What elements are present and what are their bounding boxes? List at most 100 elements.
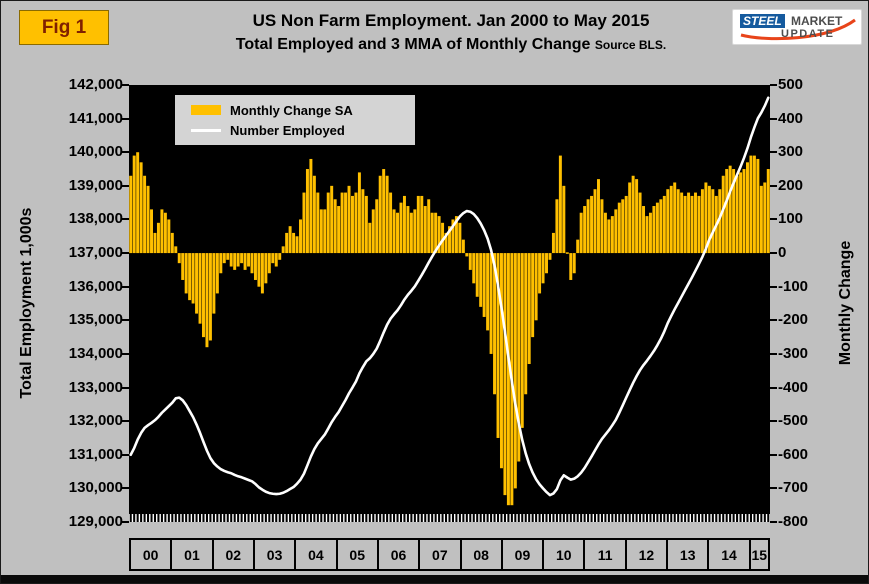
bar-monthly-change bbox=[659, 199, 663, 254]
bar-monthly-change bbox=[202, 253, 205, 338]
bar-monthly-change bbox=[558, 155, 562, 254]
bar-monthly-change bbox=[170, 232, 174, 254]
right-axis-tick-label: 200 bbox=[778, 176, 804, 194]
bar-monthly-change bbox=[333, 199, 337, 254]
left-axis-tickmark bbox=[122, 117, 129, 120]
bar-monthly-change bbox=[143, 175, 147, 254]
bar-monthly-change bbox=[250, 253, 254, 274]
left-axis-tickmark bbox=[122, 487, 129, 490]
bar-monthly-change bbox=[129, 175, 133, 254]
logo-text-line1: STEEL MARKET bbox=[740, 14, 842, 28]
bar-monthly-change bbox=[603, 212, 607, 254]
bar-monthly-change bbox=[593, 189, 597, 254]
bar-monthly-change bbox=[479, 253, 483, 307]
chart-title-block: US Non Farm Employment. Jan 2000 to May … bbox=[151, 11, 751, 54]
left-axis-tickmark bbox=[122, 319, 129, 322]
bar-monthly-change bbox=[385, 175, 389, 254]
bar-monthly-change bbox=[631, 175, 635, 254]
bar-monthly-change bbox=[562, 185, 566, 254]
bar-monthly-change bbox=[621, 199, 625, 254]
left-axis-tickmark bbox=[122, 521, 129, 523]
legend-label-number-employed: Number Employed bbox=[230, 122, 345, 138]
right-axis-tick-label: -600 bbox=[778, 445, 809, 463]
legend-item-monthly-change: Monthly Change SA bbox=[175, 103, 415, 118]
bar-monthly-change bbox=[264, 253, 268, 284]
bar-monthly-change bbox=[690, 195, 694, 254]
bar-monthly-change bbox=[614, 209, 618, 254]
x-axis-year-strip: 00 01 02 03 04 05 06 07 08 09 10 11 12 13 14 15 bbox=[129, 538, 770, 571]
left-axis-tick-label: 129,000 bbox=[68, 513, 123, 530]
bar-monthly-change bbox=[555, 199, 559, 254]
bar-monthly-change bbox=[572, 253, 576, 274]
bar-monthly-change bbox=[482, 253, 486, 317]
right-axis-title: Monthly Change bbox=[837, 240, 854, 366]
bar-monthly-change bbox=[565, 252, 569, 254]
legend-label-monthly-change: Monthly Change SA bbox=[230, 102, 353, 118]
line-number-employed bbox=[129, 96, 770, 497]
bar-monthly-change bbox=[700, 189, 704, 254]
bar-monthly-change bbox=[597, 179, 600, 254]
chart-title-line2: Total Employed and 3 MMA of Monthly Chan… bbox=[151, 36, 751, 54]
bar-monthly-change bbox=[368, 222, 372, 254]
bar-monthly-change bbox=[752, 155, 756, 254]
right-axis-tick-label: -700 bbox=[778, 479, 809, 497]
bar-monthly-change bbox=[673, 182, 677, 254]
bar-monthly-change bbox=[680, 192, 684, 254]
bar-monthly-change bbox=[735, 175, 739, 254]
left-axis-tickmark bbox=[122, 285, 129, 288]
bar-monthly-change bbox=[326, 192, 330, 254]
bar-monthly-change bbox=[468, 253, 472, 270]
bar-monthly-change bbox=[524, 253, 528, 395]
year-label-09: 09 bbox=[503, 540, 545, 569]
year-label-03: 03 bbox=[255, 540, 297, 569]
left-axis-tickmark bbox=[122, 453, 129, 456]
chart-title-line1: US Non Farm Employment. Jan 2000 to May … bbox=[252, 11, 650, 30]
logo-update-text: UPDATE bbox=[781, 28, 835, 40]
bar-monthly-change bbox=[156, 222, 160, 254]
bar-monthly-change bbox=[240, 253, 244, 264]
bar-monthly-change bbox=[475, 253, 479, 297]
year-label-11: 11 bbox=[585, 540, 627, 569]
bar-monthly-change bbox=[371, 209, 375, 254]
bar-monthly-change bbox=[389, 192, 393, 254]
bar-monthly-change bbox=[600, 199, 604, 254]
bar-monthly-change bbox=[586, 199, 590, 254]
bar-monthly-change bbox=[579, 212, 583, 254]
year-label-00: 00 bbox=[131, 540, 173, 569]
left-axis-tickmark bbox=[122, 151, 129, 154]
bar-monthly-change bbox=[669, 185, 673, 254]
right-axis-tickmark bbox=[770, 84, 777, 86]
right-axis-tick-label: 100 bbox=[778, 210, 804, 228]
year-label-07: 07 bbox=[420, 540, 462, 569]
bar-monthly-change bbox=[285, 232, 289, 254]
left-axis-tick-label: 142,000 bbox=[68, 76, 123, 93]
bar-monthly-change bbox=[718, 189, 722, 254]
bar-monthly-change bbox=[465, 253, 469, 257]
year-label-04: 04 bbox=[296, 540, 338, 569]
bar-monthly-change bbox=[319, 209, 323, 254]
bar-monthly-change bbox=[548, 253, 552, 260]
right-axis-tick-label: -300 bbox=[778, 344, 809, 362]
bar-monthly-change bbox=[150, 209, 153, 254]
bar-monthly-change bbox=[295, 236, 299, 254]
bar-monthly-change bbox=[666, 189, 670, 254]
plot-area: Monthly Change SA Number Employed bbox=[128, 85, 771, 522]
bar-monthly-change bbox=[538, 253, 542, 294]
right-axis-tick-label: 0 bbox=[778, 244, 787, 262]
bar-monthly-change bbox=[247, 253, 251, 267]
bar-monthly-change bbox=[652, 206, 656, 254]
bar-monthly-change bbox=[520, 253, 524, 428]
bar-monthly-change bbox=[309, 158, 313, 254]
logo-market-text: MARKET bbox=[791, 14, 843, 28]
bar-monthly-change bbox=[451, 219, 455, 254]
bar-monthly-change bbox=[243, 253, 247, 270]
bar-monthly-change bbox=[195, 253, 199, 314]
bar-monthly-change bbox=[545, 253, 548, 274]
bar-monthly-change bbox=[638, 192, 642, 254]
bar-monthly-change bbox=[233, 253, 237, 270]
right-axis-tick-label: -100 bbox=[778, 277, 809, 295]
bar-monthly-change bbox=[458, 222, 462, 254]
left-axis-tickmark bbox=[122, 420, 129, 423]
bar-monthly-change bbox=[226, 253, 230, 260]
bar-monthly-change bbox=[437, 216, 441, 254]
